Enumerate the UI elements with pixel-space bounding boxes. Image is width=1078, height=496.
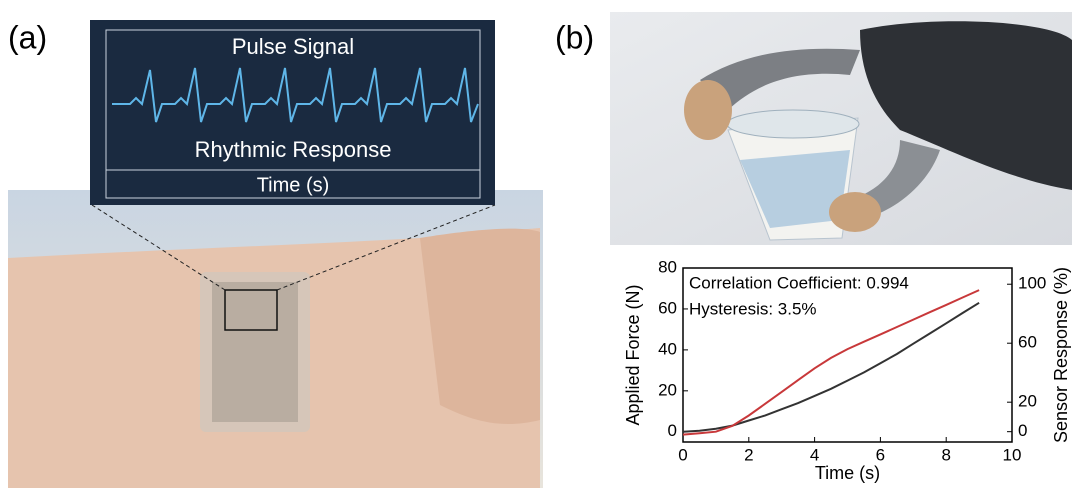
figure: Pulse Signal Rhythmic Response Time (s) … (0, 0, 1078, 491)
x-tick-label: 6 (876, 445, 885, 464)
x-tick-label: 4 (810, 445, 819, 464)
y2-tick-label: 100 (1018, 274, 1046, 293)
x-tick-label: 8 (941, 445, 950, 464)
y-tick-label: 40 (658, 339, 677, 358)
annotation: Correlation Coefficient: 0.994 (689, 273, 909, 292)
y-tick-label: 60 (658, 298, 677, 317)
y-tick-label: 0 (668, 421, 677, 440)
inset-title: Pulse Signal (232, 34, 354, 59)
y2-tick-label: 60 (1018, 333, 1037, 352)
x-tick-label: 2 (744, 445, 753, 464)
data-line (683, 303, 979, 432)
y-tick-label: 80 (658, 257, 677, 276)
panel-label: (a) (8, 19, 47, 55)
panel-label: (b) (555, 19, 594, 55)
y2-tick-label: 20 (1018, 392, 1037, 411)
x-tick-label: 10 (1003, 445, 1022, 464)
fingertip-sensor (684, 80, 732, 140)
inset-subtitle: Rhythmic Response (195, 137, 392, 162)
x-axis-label: Time (s) (815, 463, 880, 483)
x-tick-label: 0 (678, 445, 687, 464)
y2-tick-label: 0 (1018, 421, 1027, 440)
plot-frame (683, 268, 1012, 442)
y-tick-label: 20 (658, 380, 677, 399)
annotation: Hysteresis: 3.5% (689, 299, 817, 318)
fingertip-sensor (829, 192, 881, 232)
inset-axis-label: Time (s) (257, 174, 330, 196)
y2-axis-label: Sensor Response (%) (1051, 267, 1071, 443)
cup-rim (727, 110, 859, 138)
y-axis-label: Applied Force (N) (623, 284, 643, 425)
